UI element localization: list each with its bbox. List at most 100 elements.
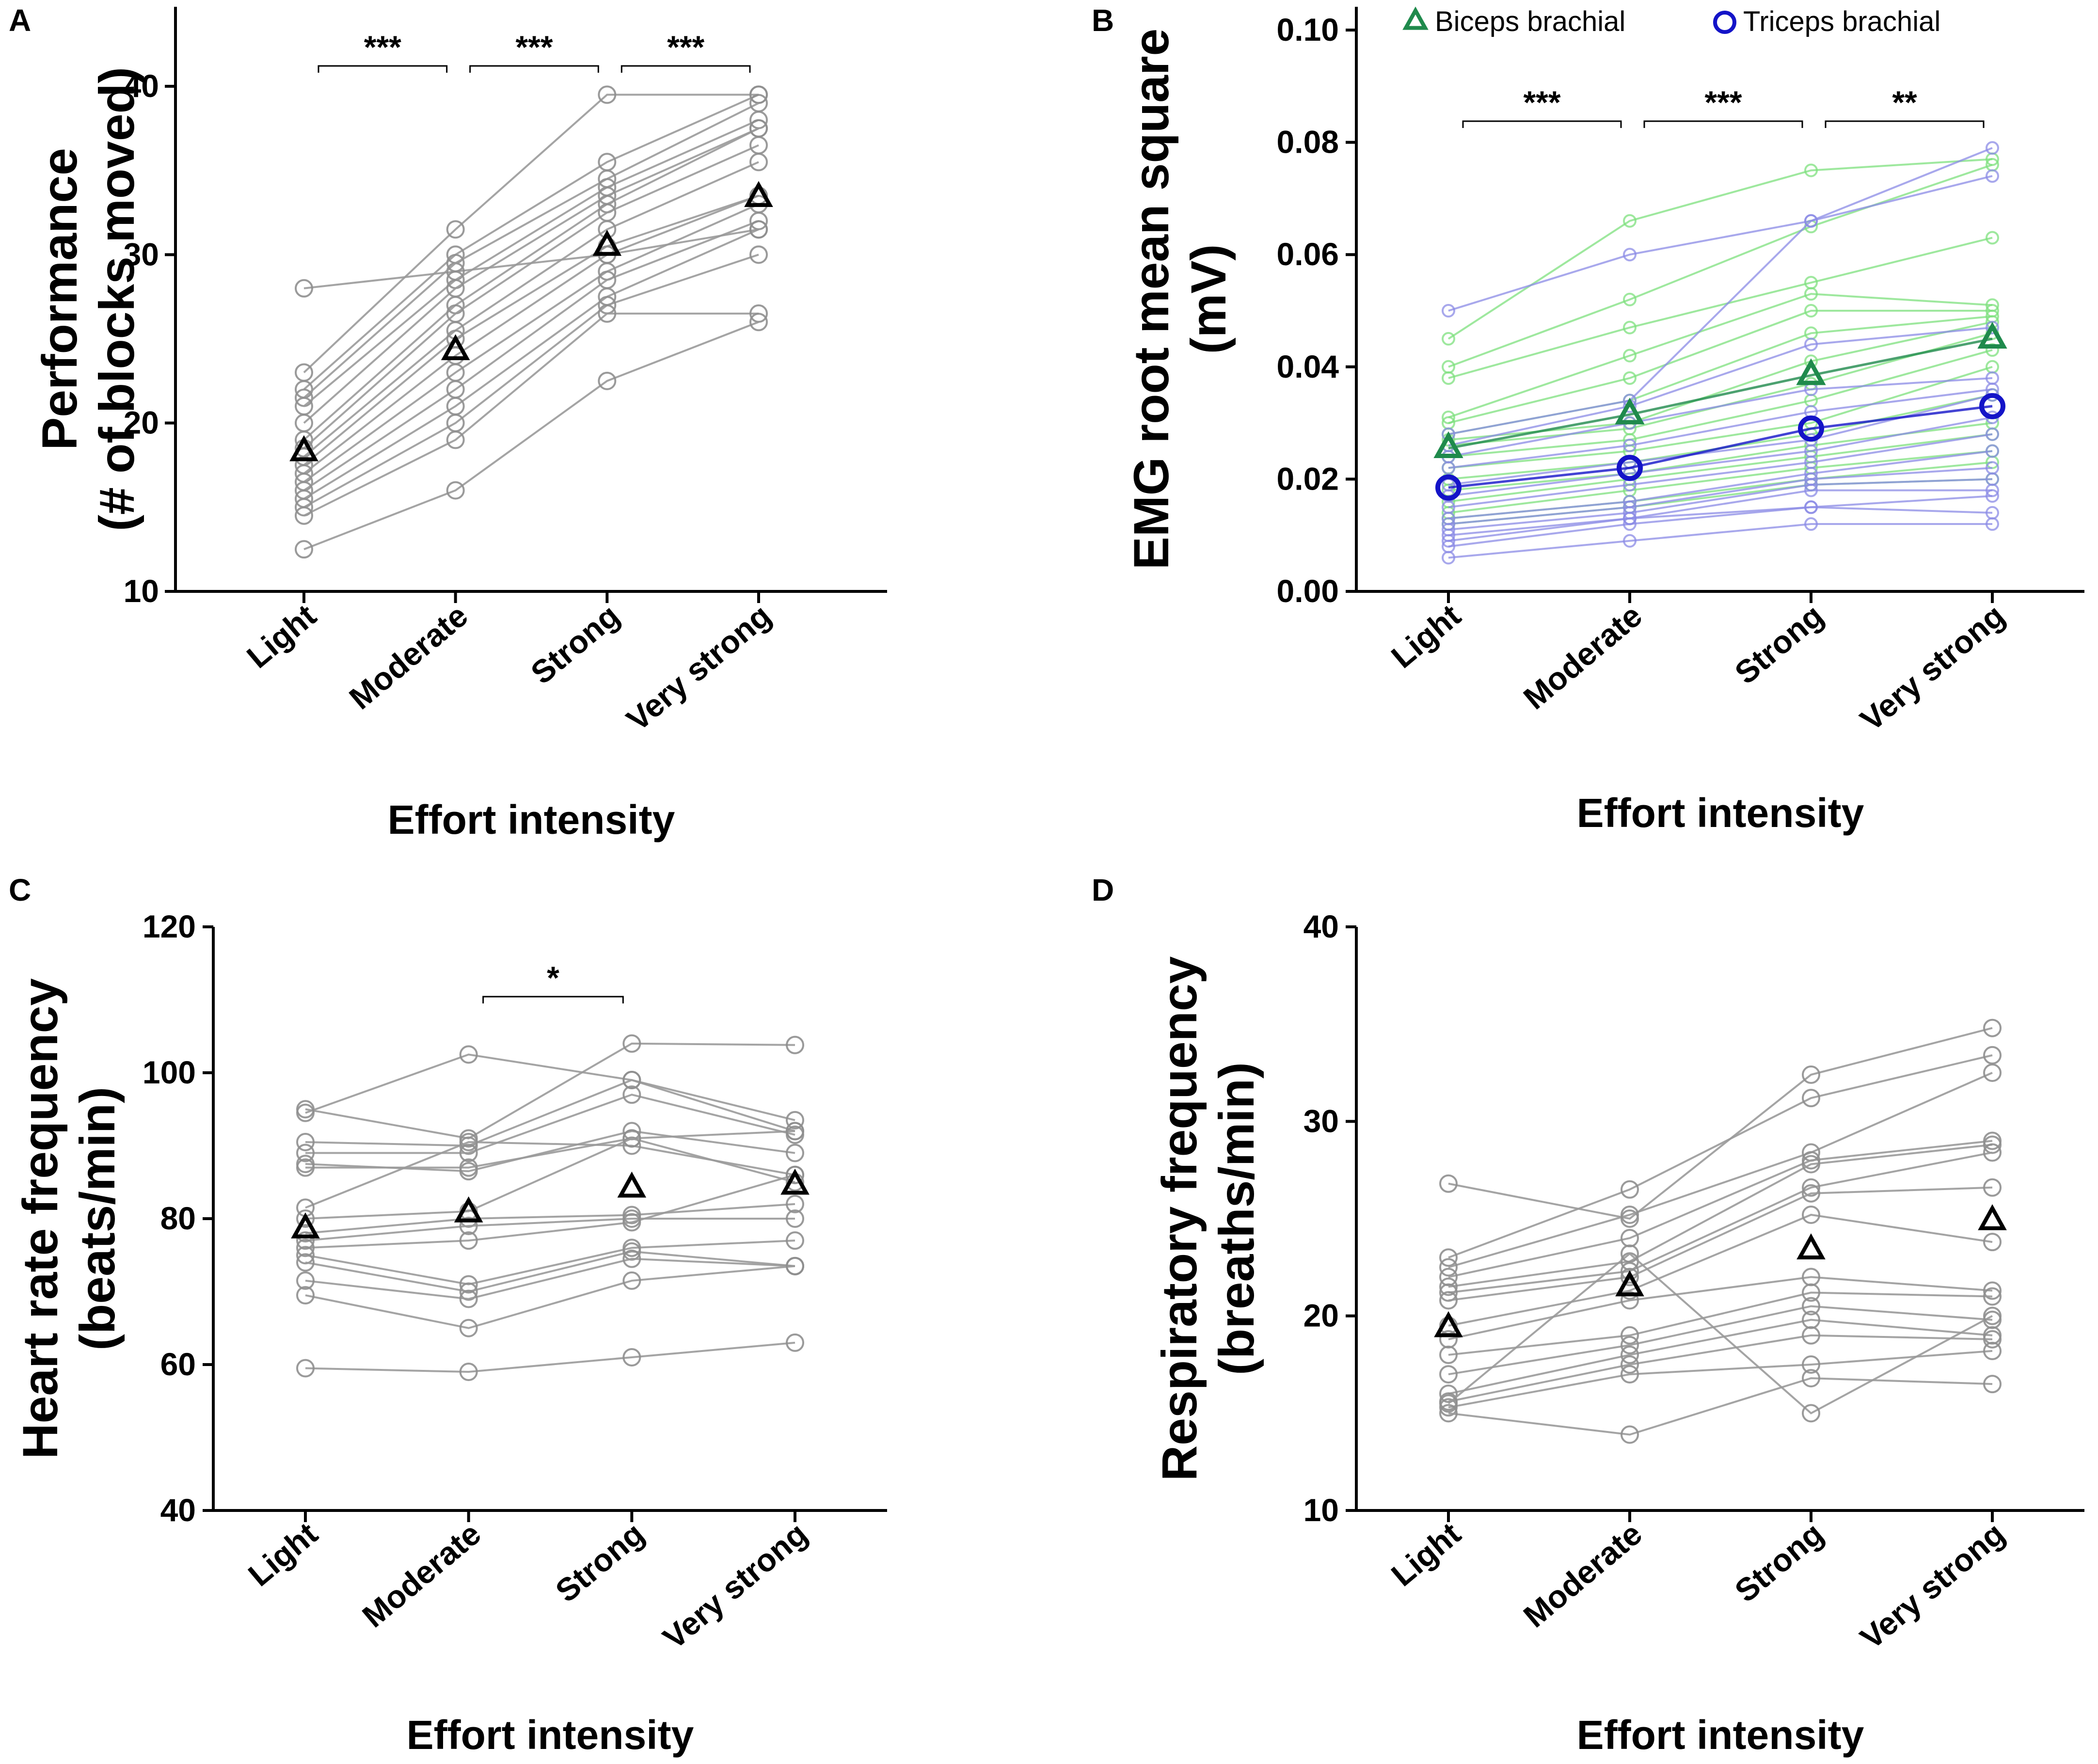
- subject-line: [303, 203, 759, 483]
- subject-point: [446, 220, 465, 239]
- triceps-subject-point: [1442, 534, 1455, 548]
- x-tick-label: Very strong: [1853, 597, 2011, 738]
- x-axis-title: Effort intensity: [1577, 790, 1864, 836]
- triceps-subject-point: [1986, 517, 1999, 531]
- x-tick-label: Moderate: [1517, 1515, 1649, 1634]
- subject-point: [1621, 1425, 1639, 1444]
- triceps-subject-point: [1804, 337, 1818, 351]
- significance-bracket: [318, 65, 448, 73]
- subject-point: [1802, 1089, 1820, 1108]
- mean-marker: [780, 1168, 810, 1195]
- mean-marker: [1978, 1204, 2007, 1230]
- x-tick-label: Strong: [549, 1515, 651, 1609]
- biceps-mean-marker: [1796, 358, 1826, 385]
- triceps-subject-point: [1442, 551, 1455, 565]
- triceps-subject-line: [1448, 416, 1993, 497]
- biceps-subject-point: [1986, 343, 1999, 357]
- significance-label: *: [547, 960, 559, 996]
- significance-bracket: [1825, 120, 1985, 128]
- biceps-mean-line: [1448, 337, 1993, 450]
- y-tick-label: 100: [143, 1054, 196, 1090]
- subject-point: [1439, 1174, 1458, 1193]
- subject-point: [295, 506, 313, 525]
- subject-point: [622, 1129, 641, 1148]
- subject-point: [296, 1253, 315, 1272]
- subject-line: [1448, 1213, 1993, 1327]
- triceps-subject-point: [1986, 169, 1999, 183]
- subject-line: [305, 1079, 795, 1147]
- subject-point: [598, 304, 617, 323]
- triceps-subject-point: [1804, 214, 1818, 228]
- subject-point: [1621, 1355, 1639, 1374]
- triceps-subject-point: [1623, 534, 1637, 548]
- subject-point: [786, 1122, 804, 1141]
- significance-bracket: [620, 65, 751, 73]
- biceps-subject-point: [1442, 332, 1455, 346]
- triceps-subject-line: [1448, 489, 1992, 537]
- x-tick-label: Light: [1384, 1515, 1467, 1593]
- x-axis-title: Effort intensity: [407, 1712, 694, 1758]
- subject-point: [1621, 1345, 1639, 1364]
- y-axis-title-line1: Heart rate frequency: [13, 978, 68, 1459]
- triceps-subject-point: [1623, 517, 1637, 531]
- subject-line: [305, 1094, 795, 1154]
- y-tick-label: 40: [124, 68, 159, 104]
- x-axis-title: Effort intensity: [1577, 1712, 1864, 1758]
- triceps-mean-line: [1448, 405, 1993, 489]
- subject-line: [303, 254, 759, 509]
- biceps-subject-line: [1448, 321, 1993, 441]
- subject-point: [296, 1209, 315, 1228]
- subject-point: [786, 1194, 804, 1213]
- subject-line: [303, 127, 759, 424]
- subject-point: [1439, 1277, 1458, 1296]
- significance-bracket: [482, 996, 624, 1003]
- biceps-subject-line: [1447, 158, 1993, 340]
- triceps-subject-point: [1623, 438, 1637, 452]
- subject-point: [296, 1286, 315, 1305]
- significance-label: **: [1892, 84, 1917, 120]
- subject-line: [305, 1250, 795, 1293]
- subject-point: [296, 1132, 315, 1151]
- subject-point: [749, 111, 768, 129]
- subject-point: [786, 1165, 804, 1184]
- subject-line: [1448, 1072, 1993, 1269]
- subject-line: [303, 228, 759, 500]
- x-tick-label: Very strong: [620, 597, 778, 738]
- y-axis-title-line1: Performance: [32, 148, 87, 450]
- subject-point: [1439, 1258, 1458, 1277]
- subject-point: [1621, 1291, 1639, 1310]
- subject-point: [1439, 1365, 1458, 1384]
- biceps-subject-line: [1448, 310, 1992, 424]
- subject-point: [1983, 1306, 2002, 1325]
- subject-point: [296, 1158, 315, 1177]
- biceps-subject-line: [1448, 237, 1993, 379]
- biceps-subject-line: [1448, 349, 1993, 458]
- significance-label: ***: [667, 29, 704, 65]
- triceps-subject-point: [1442, 304, 1455, 318]
- y-axis-title-line2: (# of blocks moved): [89, 67, 144, 531]
- subject-point: [1983, 1233, 2002, 1252]
- subject-point: [622, 1071, 641, 1090]
- subject-point: [1621, 1205, 1639, 1224]
- legend-biceps-icon: [1402, 6, 1429, 30]
- x-tick-label: Light: [240, 597, 323, 675]
- significance-bracket: [469, 65, 599, 73]
- subject-line: [305, 1174, 795, 1249]
- biceps-subject-line: [1448, 366, 1993, 469]
- x-tick-label: Moderate: [1517, 597, 1649, 716]
- subject-point: [598, 371, 617, 390]
- subject-line: [303, 220, 759, 492]
- subject-point: [296, 1231, 315, 1250]
- subject-line: [1447, 1252, 1993, 1414]
- subject-point: [1983, 1341, 2002, 1360]
- subject-point: [786, 1231, 804, 1250]
- y-tick-label: 80: [160, 1200, 196, 1236]
- significance-bracket: [1643, 120, 1803, 128]
- y-tick-label: 40: [160, 1492, 196, 1528]
- biceps-subject-point: [1442, 411, 1455, 425]
- triceps-subject-point: [1986, 320, 1999, 334]
- subject-point: [1983, 1287, 2002, 1306]
- subject-point: [1621, 1365, 1639, 1384]
- x-axis-title: Effort intensity: [388, 797, 675, 842]
